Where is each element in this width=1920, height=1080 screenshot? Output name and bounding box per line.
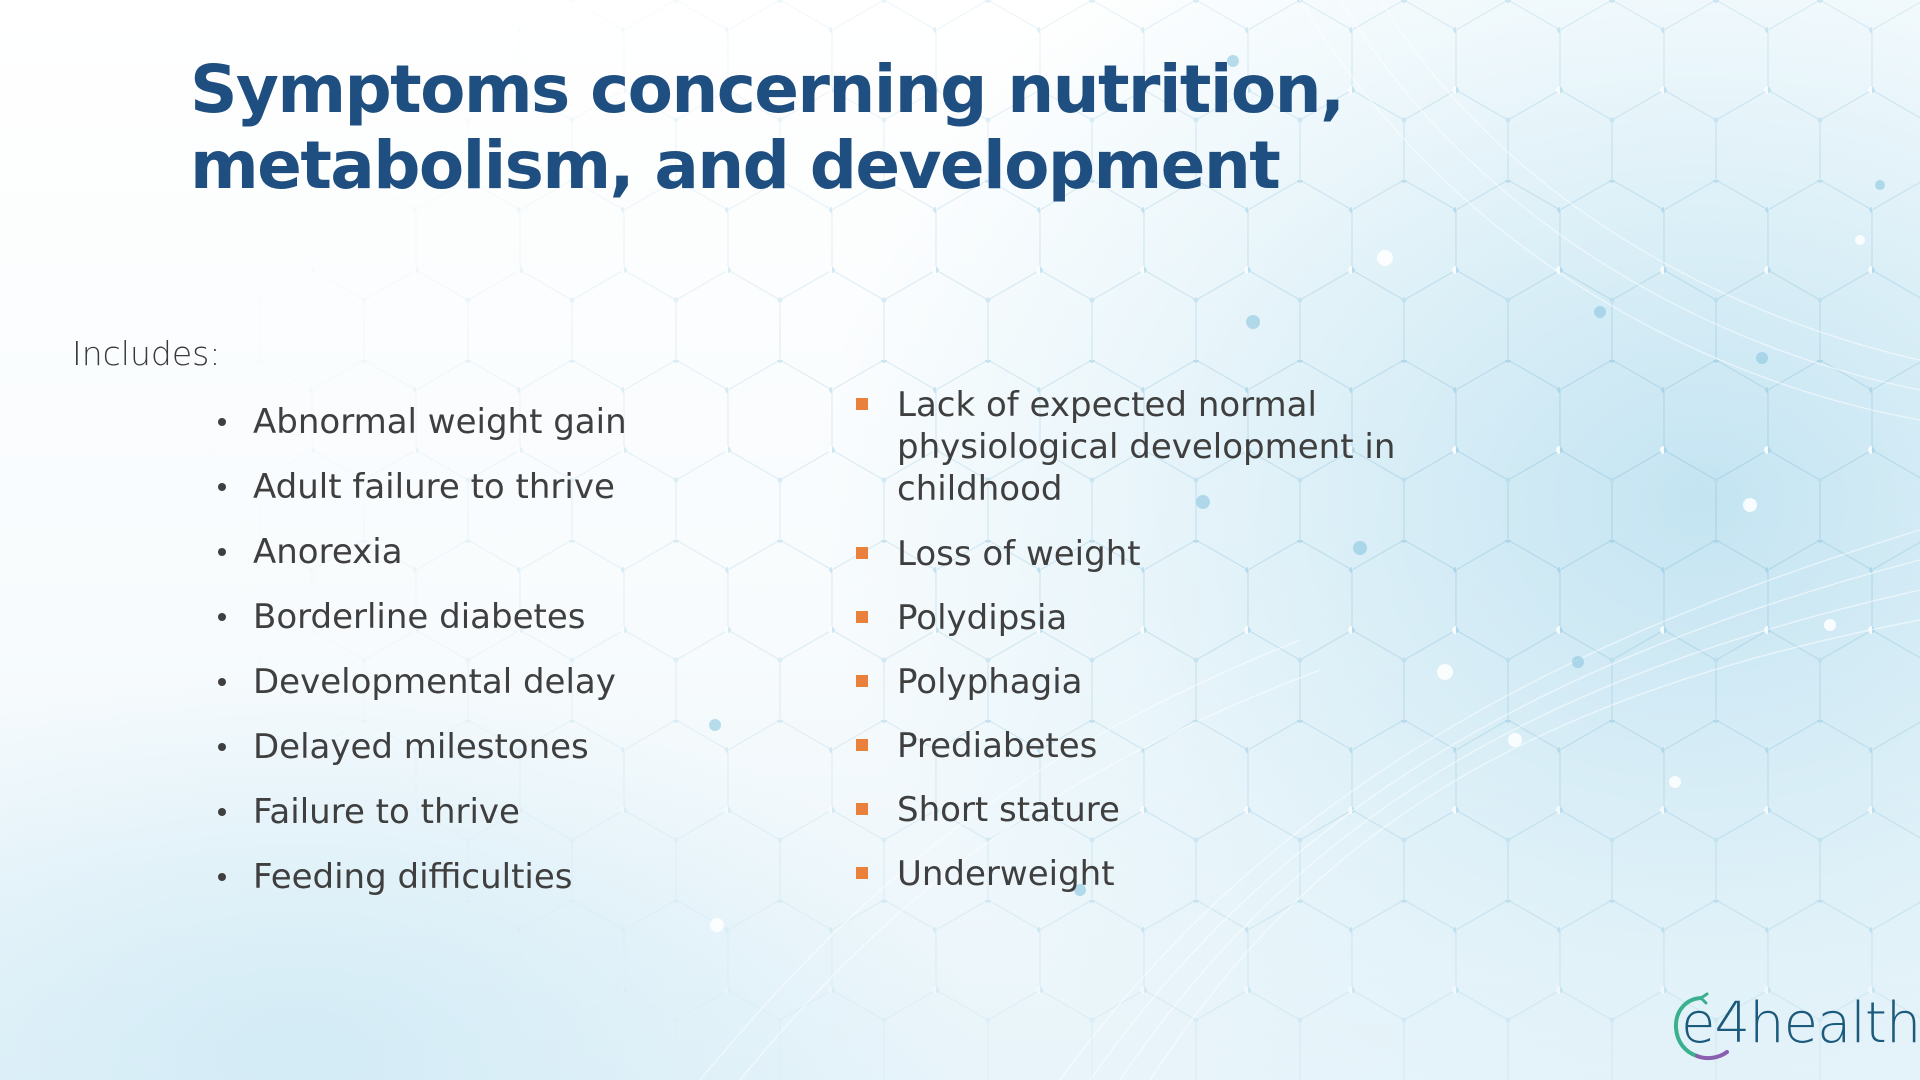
square-bullet-icon bbox=[856, 739, 868, 751]
round-bullet-icon bbox=[218, 418, 226, 426]
round-bullet-icon bbox=[218, 743, 226, 751]
list-item: Failure to thrive bbox=[215, 790, 835, 855]
list-item: Delayed milestones bbox=[215, 725, 835, 790]
logo-swirl-icon bbox=[1673, 992, 1729, 1061]
list-item: Loss of weight bbox=[856, 533, 1416, 575]
list-item-text: Feeding difficulties bbox=[253, 857, 573, 897]
list-item: Polydipsia bbox=[856, 597, 1416, 639]
round-bullet-icon bbox=[218, 873, 226, 881]
list-item-text: Failure to thrive bbox=[253, 792, 520, 832]
logo-text: e4health bbox=[1681, 991, 1920, 1056]
square-bullet-icon bbox=[856, 867, 868, 879]
right-symptom-list: Lack of expected normal physiological de… bbox=[856, 384, 1416, 917]
round-bullet-icon bbox=[218, 483, 226, 491]
square-bullet-icon bbox=[856, 675, 868, 687]
list-item: Anorexia bbox=[215, 530, 835, 595]
square-bullet-icon bbox=[856, 611, 868, 623]
list-item-text: Polyphagia bbox=[897, 662, 1083, 702]
list-item: Developmental delay bbox=[215, 660, 835, 725]
list-item-text: Underweight bbox=[897, 854, 1115, 894]
list-item: Polyphagia bbox=[856, 661, 1416, 703]
list-item-text: Loss of weight bbox=[897, 534, 1141, 574]
list-item: Adult failure to thrive bbox=[215, 465, 835, 530]
square-bullet-icon bbox=[856, 547, 868, 559]
round-bullet-icon bbox=[218, 548, 226, 556]
square-bullet-icon bbox=[856, 803, 868, 815]
list-item: Borderline diabetes bbox=[215, 595, 835, 660]
list-item-text: Prediabetes bbox=[897, 726, 1098, 766]
list-item: Abnormal weight gain bbox=[215, 400, 835, 465]
list-item-text: Polydipsia bbox=[897, 598, 1068, 638]
list-item-text: Borderline diabetes bbox=[253, 597, 586, 637]
list-item: Feeding difficulties bbox=[215, 855, 835, 920]
list-item-text: Developmental delay bbox=[253, 662, 616, 702]
list-item: Prediabetes bbox=[856, 725, 1416, 767]
list-item: Lack of expected normal physiological de… bbox=[856, 384, 1416, 510]
square-bullet-icon bbox=[856, 398, 868, 410]
list-item: Short stature bbox=[856, 789, 1416, 831]
list-item-text: Delayed milestones bbox=[253, 727, 589, 767]
round-bullet-icon bbox=[218, 613, 226, 621]
list-item-text: Adult failure to thrive bbox=[253, 467, 615, 507]
list-item-text: Abnormal weight gain bbox=[253, 402, 627, 442]
list-item-text: Lack of expected normal physiological de… bbox=[897, 385, 1396, 509]
left-symptom-list: Abnormal weight gain Adult failure to th… bbox=[215, 400, 835, 920]
round-bullet-icon bbox=[218, 678, 226, 686]
includes-label: Includes: bbox=[72, 334, 221, 373]
list-item-text: Anorexia bbox=[253, 532, 403, 572]
slide-title: Symptoms concerning nutrition, metabolis… bbox=[190, 51, 1345, 204]
list-item-text: Short stature bbox=[897, 790, 1120, 830]
round-bullet-icon bbox=[218, 808, 226, 816]
list-item: Underweight bbox=[856, 853, 1416, 895]
e4health-logo: e4health bbox=[1667, 990, 1920, 1065]
